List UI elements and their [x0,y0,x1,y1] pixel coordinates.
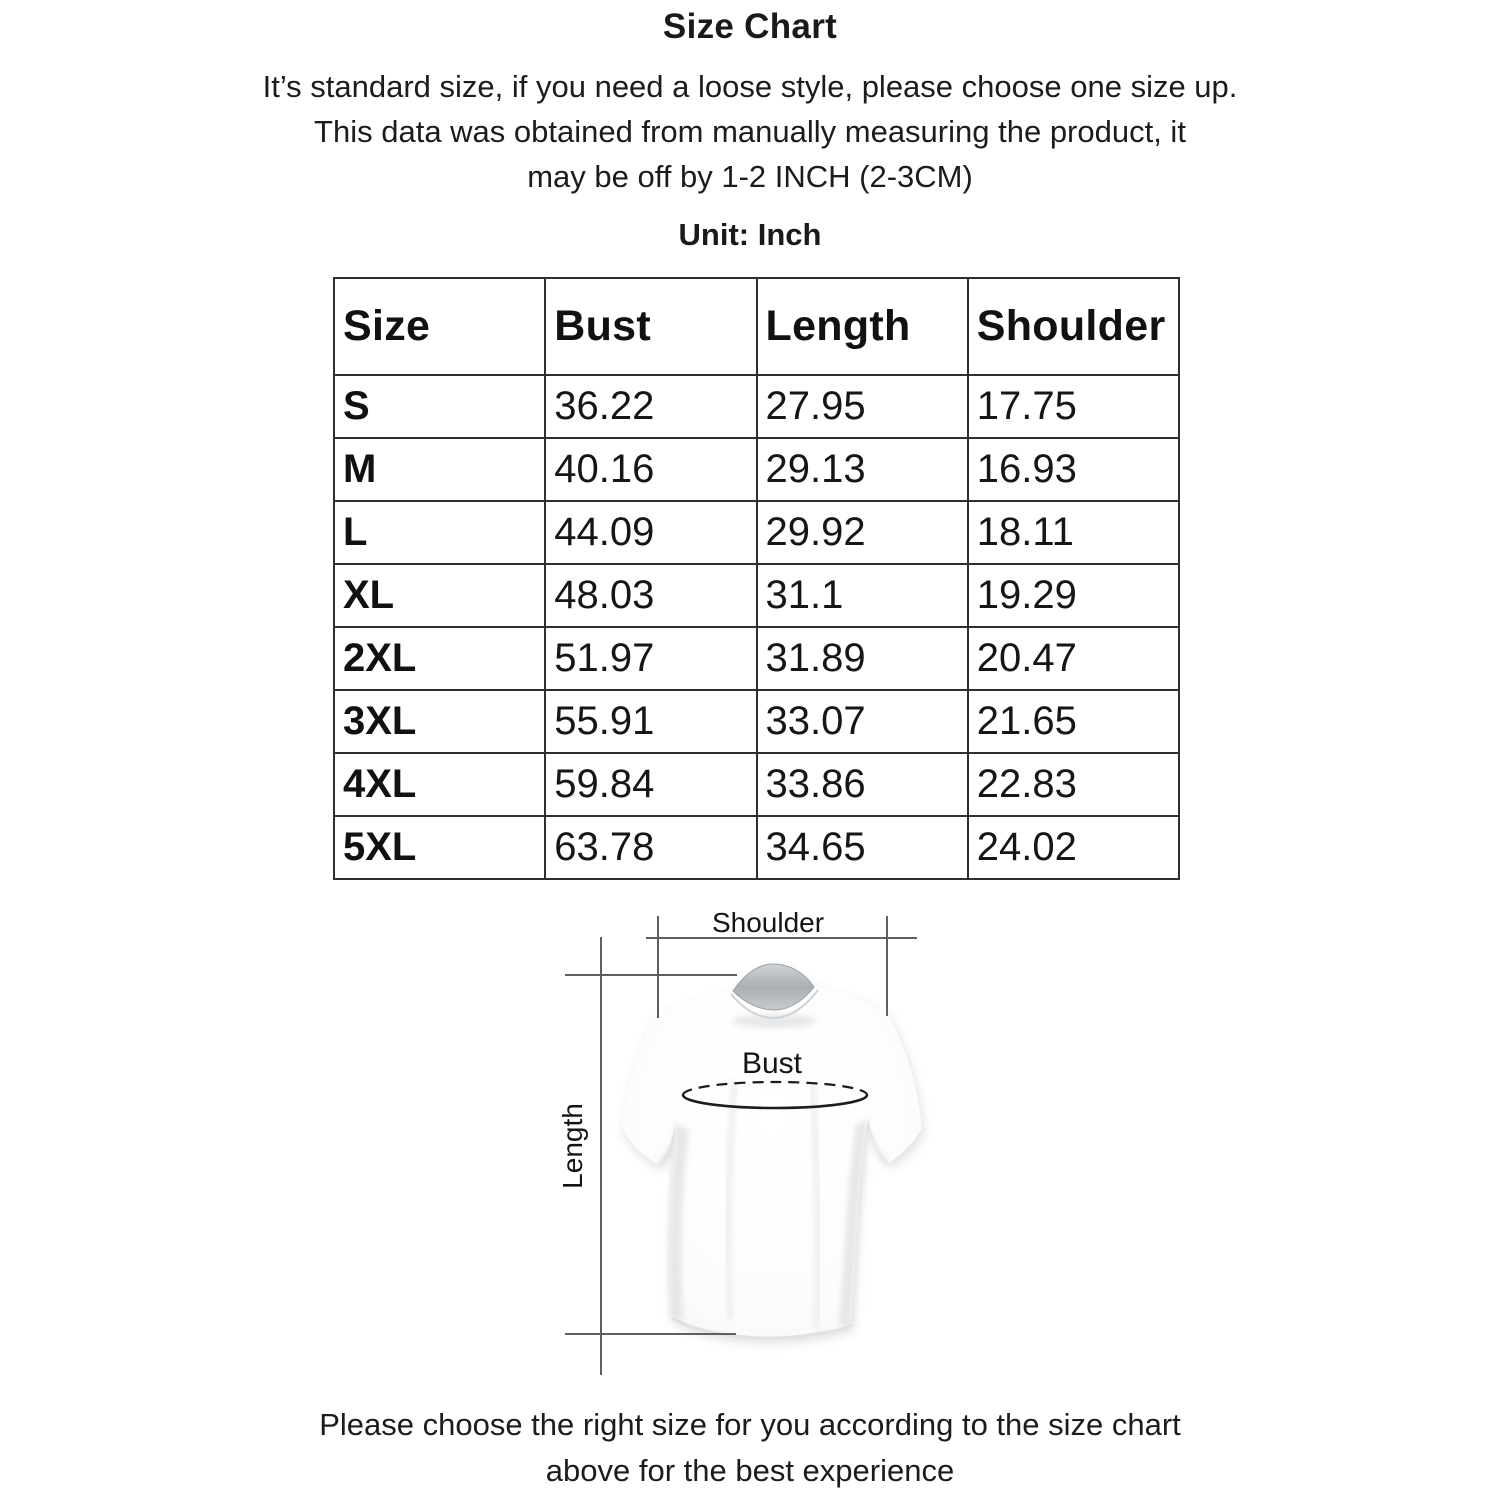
cell-bust: 51.97 [544,626,758,691]
cell-size: S [332,374,547,439]
cell-length: 31.89 [755,626,969,691]
cell-bust: 59.84 [544,752,758,817]
cell-shoulder: 18.11 [966,500,1181,565]
col-header-shoulder: Shoulder [966,277,1181,376]
cell-length: 34.65 [755,815,969,880]
cell-shoulder: 22.83 [966,752,1181,817]
table-row-m: M 40.16 29.13 16.93 [332,437,1181,502]
length-label: Length [557,1103,588,1189]
cell-length: 31.1 [755,563,969,628]
cell-bust: 36.22 [544,374,758,439]
cell-bust: 44.09 [544,500,758,565]
sleeve-shadow-right [869,1124,889,1165]
col-header-bust: Bust [544,277,758,376]
cell-shoulder: 16.93 [966,437,1181,502]
collar-seam [730,989,819,1020]
footer-line-2: above for the best experience [545,1453,955,1488]
cell-length: 33.07 [755,689,969,754]
tshirt-fold-right [839,1119,868,1326]
cell-size: L [332,500,547,565]
table-header-row: Size Bust Length Shoulder [332,277,1181,376]
col-header-length: Length [755,277,969,376]
size-table: Size Bust Length Shoulder S 36.22 27.95 … [332,277,1181,880]
cell-shoulder: 24.02 [966,815,1181,880]
tshirt-crease-right [809,1084,822,1331]
intro-line-2: This data was obtained from manually mea… [314,114,1186,149]
cell-bust: 55.91 [544,689,758,754]
tshirt-crease-left [724,1079,738,1321]
col-header-size: Size [332,277,547,376]
sleeve-shadow-left [658,1126,676,1166]
table-row-xl: XL 48.03 31.1 19.29 [332,563,1181,628]
intro-text: It’s standard size, if you need a loose … [0,64,1500,199]
bust-ellipse-back [681,1080,869,1096]
collar-opening [732,963,815,1011]
cell-length: 27.95 [755,374,969,439]
cell-size: 4XL [332,752,547,817]
table-row-5xl: 5XL 63.78 34.65 24.02 [332,815,1181,880]
cell-shoulder: 17.75 [966,374,1181,439]
cell-length: 29.92 [755,500,969,565]
cell-shoulder: 20.47 [966,626,1181,691]
intro-line-1: It’s standard size, if you need a loose … [262,69,1238,104]
unit-label: Unit: Inch [678,217,822,252]
table-row-2xl: 2XL 51.97 31.89 20.47 [332,626,1181,691]
cell-bust: 48.03 [544,563,758,628]
cell-size: XL [332,563,547,628]
page-title: Size Chart [662,7,838,46]
tshirt-fold-left [668,1123,689,1320]
measurement-lines [565,916,917,1375]
cell-size: 3XL [332,689,547,754]
shoulder-label: Shoulder [712,907,824,938]
cell-bust: 40.16 [544,437,758,502]
tshirt-measurement-diagram: Shoulder Bust Length [557,907,924,1375]
hem-shadow [671,1316,852,1340]
cell-size: 2XL [332,626,547,691]
cell-shoulder: 21.65 [966,689,1181,754]
cell-size: 5XL [332,815,547,880]
bust-label: Bust [742,1047,803,1080]
table-row-3xl: 3XL 55.91 33.07 21.65 [332,689,1181,754]
bust-ellipse-front [681,1094,869,1110]
table-row-4xl: 4XL 59.84 33.86 22.83 [332,752,1181,817]
table-row-s: S 36.22 27.95 17.75 [332,374,1181,439]
table-row-l: L 44.09 29.92 18.11 [332,500,1181,565]
cell-length: 33.86 [755,752,969,817]
cell-length: 29.13 [755,437,969,502]
cell-bust: 63.78 [544,815,758,880]
footer-note: Please choose the right size for you acc… [0,1402,1500,1494]
cell-shoulder: 19.29 [966,563,1181,628]
collar-under-shadow [732,1014,816,1028]
cell-size: M [332,437,547,502]
footer-line-1: Please choose the right size for you acc… [319,1407,1181,1442]
intro-line-3: may be off by 1-2 INCH (2-3CM) [527,159,973,194]
